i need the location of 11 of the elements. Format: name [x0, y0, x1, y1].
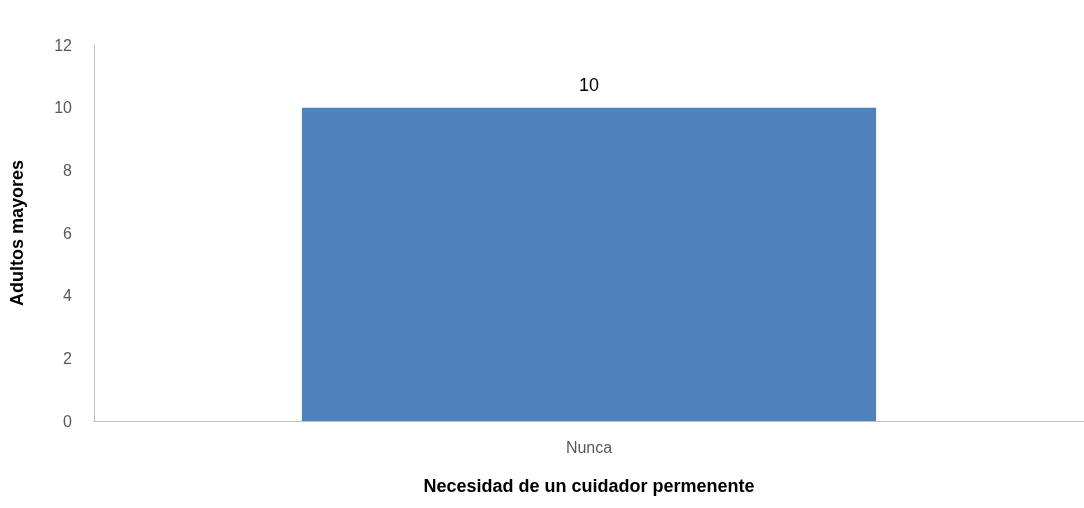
y-tick-label: 2	[63, 349, 73, 367]
y-tick-label: 6	[63, 224, 73, 242]
x-tick-label: Nunca	[565, 438, 613, 456]
y-tick-label: 4	[63, 287, 73, 305]
y-tick-label: 12	[54, 36, 73, 54]
x-axis-title: Necesidad de un cuidador permenente	[423, 476, 755, 496]
y-tick-label: 10	[54, 99, 73, 117]
y-tick-label: 8	[63, 161, 73, 179]
y-tick-label: 0	[63, 412, 73, 430]
data-label: 10	[578, 74, 600, 95]
y-axis-title: Adultos mayores	[7, 159, 27, 307]
